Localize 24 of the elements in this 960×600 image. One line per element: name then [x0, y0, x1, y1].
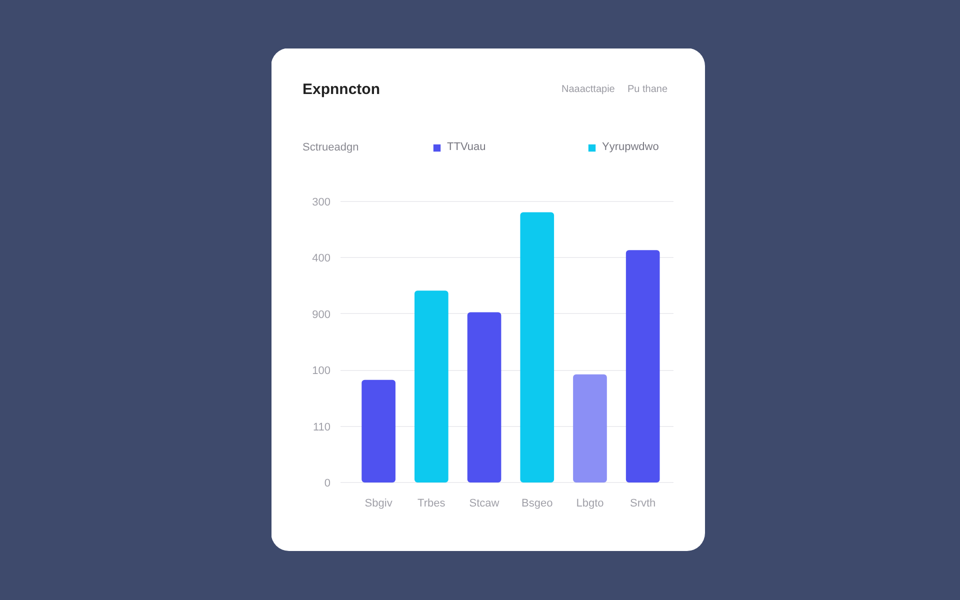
- bar: [467, 312, 502, 482]
- text: 900: [312, 308, 331, 321]
- chart-title: Expnncton: [302, 81, 380, 98]
- x-tick-label: Srvth: [630, 498, 656, 510]
- x-tick-label: Bsgeo: [522, 498, 553, 510]
- x-tick-label: Trbes: [418, 498, 446, 510]
- x-tick-label: Lbgto: [576, 498, 604, 510]
- bar: [520, 212, 554, 482]
- bar: [626, 250, 660, 482]
- bar: [362, 380, 396, 482]
- text: Naaacttapie: [562, 84, 616, 95]
- legend-title: Sctrueadgn: [302, 142, 359, 154]
- text: Pu thane: [628, 84, 668, 95]
- text: 0: [324, 478, 331, 490]
- bar: [573, 374, 607, 482]
- text: 110: [312, 421, 331, 434]
- text: 300: [312, 196, 331, 208]
- x-tick-label: Sbgiv: [364, 498, 393, 510]
- x-tick-label: Stcaw: [469, 498, 500, 510]
- legend-label: Yyrupwdwo: [602, 141, 660, 153]
- legend-label: TTVuau: [447, 141, 487, 153]
- bar: [414, 290, 448, 482]
- text: 100: [312, 365, 331, 378]
- text: 400: [312, 252, 331, 265]
